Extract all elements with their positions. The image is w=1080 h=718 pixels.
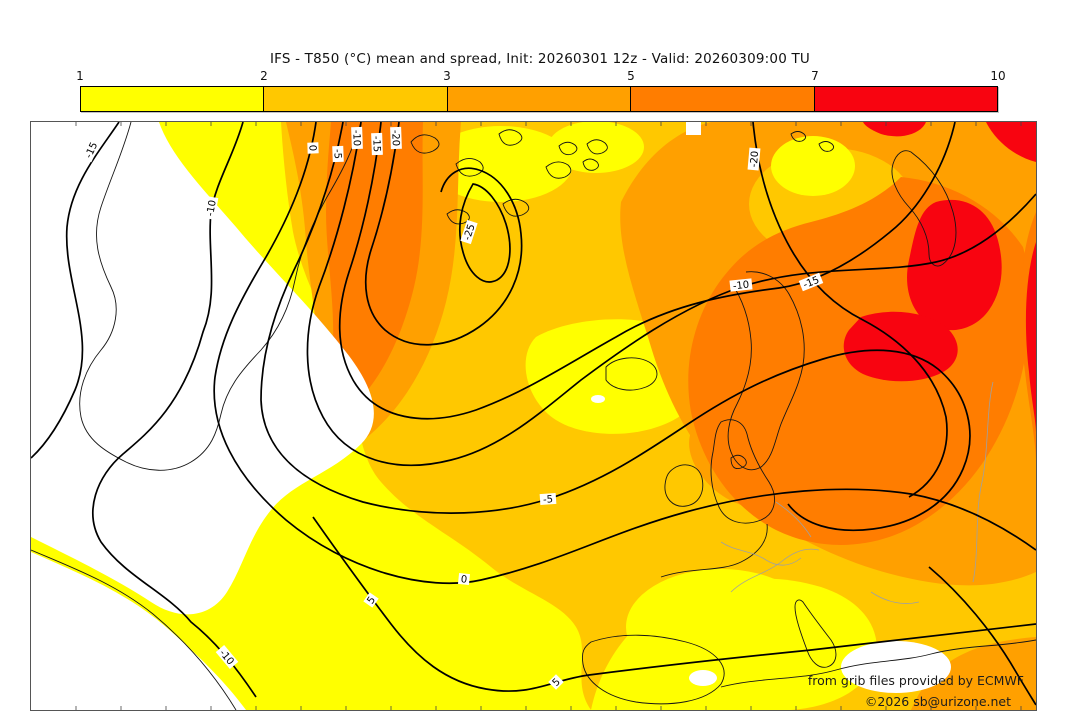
coastlines-layer (31, 122, 1036, 710)
contour-label: -10 (729, 278, 753, 293)
colorbar-segment-2-3 (264, 87, 448, 111)
svg-text:0: 0 (460, 574, 467, 586)
colorbar-tick: 2 (260, 69, 268, 83)
colorbar-segment-5-7 (631, 87, 815, 111)
credits-copyright: ©2026 sb@urizone.net (865, 694, 1011, 709)
contour-label: 0 (457, 572, 471, 586)
svg-text:-5: -5 (543, 494, 554, 506)
map-canvas: -15 -10 0 -5 -10 -15 -20 -25 -20 -10 -15… (31, 122, 1036, 710)
colorbar-tick: 10 (990, 69, 1006, 83)
contour-label: -25 (460, 219, 478, 245)
colorbar-segment-3-5 (447, 87, 632, 111)
contour-label: -20 (747, 147, 761, 171)
contour-label: -10 (350, 126, 363, 150)
contour-label: 5 (363, 592, 379, 608)
colorbar-segment-7-10 (814, 87, 998, 111)
contour-label: -5 (331, 145, 344, 163)
contour-label: -10 (203, 196, 219, 220)
svg-text:-20: -20 (749, 150, 761, 167)
spread-colorbar (80, 86, 998, 112)
weather-map: -15 -10 0 -5 -10 -15 -20 -25 -20 -10 -15… (30, 121, 1037, 711)
svg-text:-5: -5 (331, 149, 342, 159)
contour-label: -5 (539, 492, 557, 506)
colorbar-tick: 7 (811, 69, 819, 83)
colorbar-tick: 5 (627, 69, 635, 83)
contour-label: 0 (306, 142, 319, 154)
colorbar-segment-1-2 (81, 87, 265, 111)
colorbar-tick: 3 (443, 69, 451, 83)
credits-source: from grib files provided by ECMWF (808, 673, 1024, 688)
svg-text:-20: -20 (389, 130, 401, 147)
map-credits: from grib files provided by ECMWF ©2026 … (808, 673, 1024, 709)
spread-fill-layer (31, 122, 1036, 710)
map-border-ticks (75, 122, 1022, 710)
svg-text:5: 5 (365, 595, 378, 607)
contour-label: -15 (370, 132, 383, 156)
svg-text:-10: -10 (205, 199, 219, 217)
colorbar-tick: 1 (76, 69, 84, 83)
svg-text:-15: -15 (370, 136, 382, 153)
contour-label: -20 (389, 126, 402, 150)
svg-text:-25: -25 (462, 223, 478, 242)
svg-text:0: 0 (306, 145, 317, 152)
country-borders-layer (720, 381, 994, 604)
svg-text:-10: -10 (732, 280, 749, 293)
page-title: IFS - T850 (°C) mean and spread, Init: 2… (269, 51, 811, 67)
svg-text:-10: -10 (350, 130, 362, 147)
